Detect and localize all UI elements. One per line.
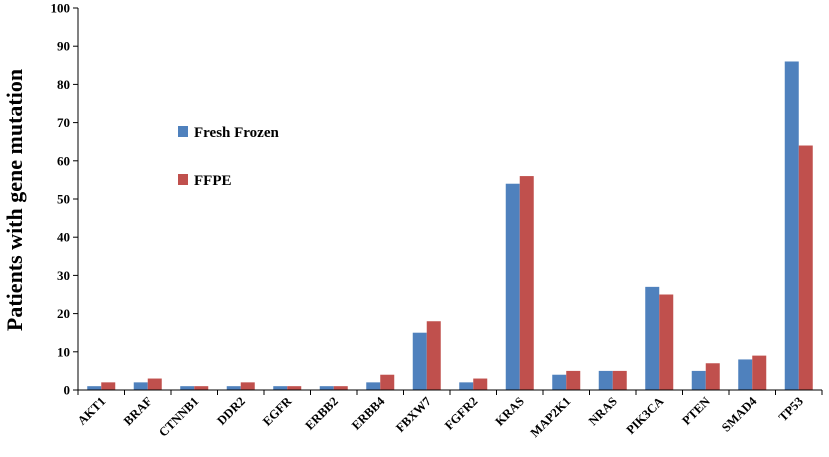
bar-ffpe — [519, 176, 534, 390]
bar-fresh-frozen — [180, 386, 195, 390]
y-tick-label: 100 — [51, 1, 71, 16]
bar-ffpe — [287, 386, 302, 390]
x-tick-label: AKT1 — [75, 394, 108, 427]
x-tick-label: CTNNB1 — [156, 394, 201, 439]
bar-ffpe — [798, 145, 813, 390]
bar-fresh-frozen — [366, 382, 381, 390]
y-tick-label: 30 — [57, 268, 70, 283]
y-tick-label: 60 — [57, 153, 70, 168]
y-axis-ticks: 0 10 20 30 40 50 60 70 80 90 100 — [51, 1, 78, 398]
y-tick-label: 90 — [57, 39, 70, 54]
x-tick-label: KRAS — [492, 394, 526, 428]
y-tick-label: 70 — [57, 115, 70, 130]
bar-ffpe — [240, 382, 255, 390]
y-tick-label: 40 — [57, 230, 70, 245]
bar-ffpe — [147, 378, 162, 390]
bar-fresh-frozen — [87, 386, 102, 390]
axes — [77, 8, 823, 395]
y-tick-label: 50 — [57, 192, 70, 207]
bar-fresh-frozen — [645, 286, 660, 390]
y-tick-label: 0 — [64, 383, 71, 398]
bars — [87, 61, 813, 390]
bar-ffpe — [380, 374, 395, 390]
x-tick-label: FGFR2 — [442, 394, 480, 432]
legend-label: Fresh Frozen — [194, 125, 280, 141]
y-tick-label: 80 — [57, 77, 70, 92]
bar-fresh-frozen — [226, 386, 241, 390]
bar-fresh-frozen — [552, 374, 567, 390]
bar-fresh-frozen — [738, 359, 753, 390]
bar-ffpe — [612, 370, 627, 390]
y-tick-label: 20 — [57, 306, 70, 321]
x-axis-labels: AKT1 BRAF CTNNB1 DDR2 EGFR ERBB2 ERBB4 FBXW7 FGF… — [75, 394, 806, 440]
x-tick-label: DDR2 — [214, 394, 247, 427]
bar-ffpe — [101, 382, 116, 390]
bar-fresh-frozen — [459, 382, 474, 390]
x-tick-label: TP53 — [776, 394, 806, 424]
x-tick-label: ERBB4 — [349, 394, 388, 433]
legend: Fresh Frozen FFPE — [178, 125, 280, 189]
x-tick-label: SMAD4 — [719, 394, 760, 435]
y-axis-title-group: Patients with gene mutation — [2, 69, 27, 331]
x-tick-label: ERBB2 — [302, 394, 340, 432]
bar-ffpe — [566, 370, 581, 390]
bar-ffpe — [333, 386, 348, 390]
bar-fresh-frozen — [598, 370, 613, 390]
legend-swatch — [178, 126, 188, 137]
x-tick-label: FBXW7 — [393, 394, 434, 435]
x-tick-label: BRAF — [121, 394, 155, 428]
bar-fresh-frozen — [273, 386, 288, 390]
bar-fresh-frozen — [784, 61, 799, 390]
x-tick-label: NRAS — [586, 394, 620, 428]
legend-swatch — [178, 174, 188, 185]
x-tick-label: PIK3CA — [624, 394, 667, 437]
bar-ffpe — [473, 378, 488, 390]
bar-ffpe — [426, 321, 441, 390]
bar-fresh-frozen — [319, 386, 334, 390]
bar-ffpe — [752, 355, 767, 390]
x-tick-label: EGFR — [260, 394, 295, 429]
bar-fresh-frozen — [691, 370, 706, 390]
x-tick-label: PTEN — [679, 394, 712, 427]
y-axis-title: Patients with gene mutation — [2, 69, 27, 331]
x-tick-label: MAP2K1 — [528, 394, 574, 440]
bar-ffpe — [194, 386, 209, 390]
legend-label: FFPE — [194, 173, 232, 189]
bar-fresh-frozen — [412, 332, 427, 390]
bar-fresh-frozen — [133, 382, 148, 390]
bar-ffpe — [705, 363, 720, 390]
bar-fresh-frozen — [505, 183, 520, 390]
y-tick-label: 10 — [57, 344, 70, 359]
bar-ffpe — [659, 294, 674, 390]
